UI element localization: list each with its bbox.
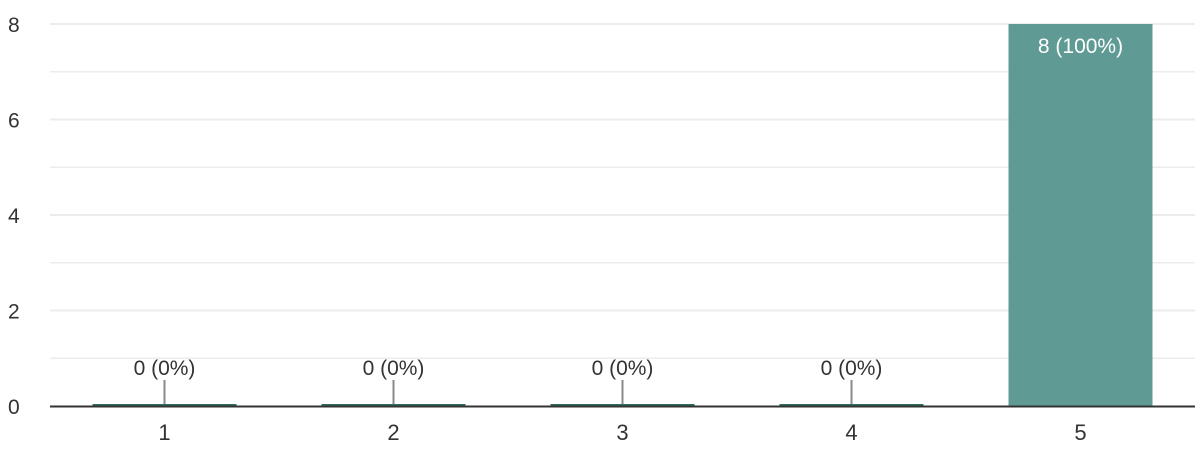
data-labels: 0 (0%) 0 (0%) 0 (0%) 0 (0%) 8 (100%) bbox=[134, 35, 1123, 404]
x-tick-label: 3 bbox=[616, 420, 628, 445]
y-tick-label: 4 bbox=[8, 205, 20, 228]
y-tick-label: 8 bbox=[8, 14, 20, 37]
x-tick-label: 1 bbox=[158, 420, 170, 445]
bar bbox=[550, 404, 695, 406]
data-label: 0 (0%) bbox=[592, 357, 654, 380]
y-tick-label: 2 bbox=[8, 301, 20, 324]
x-tick-label: 2 bbox=[387, 420, 399, 445]
bar bbox=[321, 404, 466, 406]
y-tick-label: 0 bbox=[8, 396, 20, 419]
x-tick-label: 4 bbox=[845, 420, 857, 445]
data-label: 0 (0%) bbox=[821, 357, 883, 380]
data-label: 0 (0%) bbox=[363, 357, 425, 380]
bar bbox=[779, 404, 924, 406]
x-tick-label: 5 bbox=[1074, 420, 1086, 445]
bars bbox=[92, 24, 1153, 406]
bar bbox=[1008, 24, 1153, 406]
y-tick-label: 6 bbox=[8, 110, 20, 133]
data-label: 0 (0%) bbox=[134, 357, 196, 380]
bar bbox=[92, 404, 237, 406]
axes: 0 2 4 6 8 1 2 3 4 5 bbox=[8, 14, 1195, 445]
data-label: 8 (100%) bbox=[1038, 35, 1123, 58]
gridlines bbox=[50, 23, 1195, 359]
